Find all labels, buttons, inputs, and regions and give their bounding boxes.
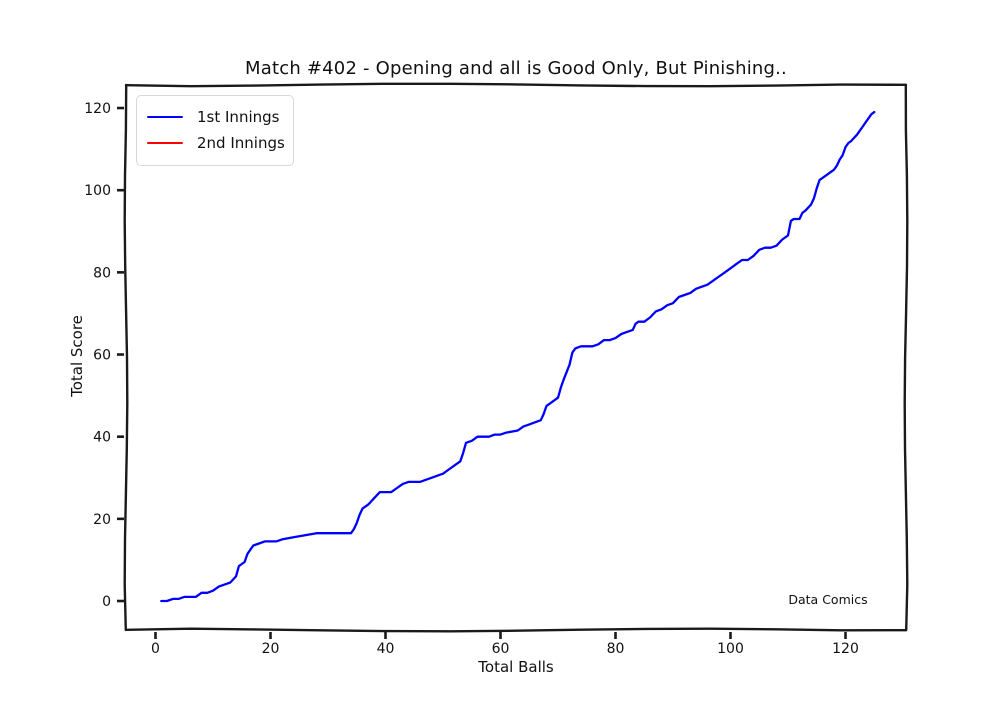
- axis-spine: [124, 82, 908, 88]
- legend-label: 1st Innings: [197, 108, 280, 126]
- legend-line-sample-red: [147, 141, 183, 145]
- legend-item-2nd-innings: 2nd Innings: [147, 130, 285, 156]
- x-axis-label: Total Balls: [478, 658, 554, 676]
- y-tick-label: 60: [93, 348, 111, 364]
- axis-spine: [123, 83, 129, 632]
- watermark-data-comics: Data Comics: [788, 592, 868, 607]
- y-axis-label: Total Score: [68, 315, 86, 397]
- y-tick-label: 120: [84, 101, 111, 117]
- x-tick-label: 100: [717, 641, 744, 657]
- legend-item-1st-innings: 1st Innings: [147, 104, 283, 130]
- x-tick-label: 0: [151, 641, 160, 657]
- series-line-1st-innings: [160, 110, 876, 603]
- x-tick-label: 40: [377, 641, 395, 657]
- legend-line-sample-blue: [147, 115, 183, 119]
- axis-spine: [903, 83, 909, 632]
- x-tick-label: 80: [607, 641, 625, 657]
- chart-title: Match #402 - Opening and all is Good Onl…: [245, 58, 787, 79]
- x-tick-label: 60: [492, 641, 510, 657]
- x-tick-label: 20: [262, 641, 280, 657]
- y-tick-label: 20: [93, 512, 111, 528]
- y-tick-label: 80: [93, 265, 111, 281]
- x-tick-label: 120: [832, 641, 859, 657]
- y-tick-label: 40: [93, 430, 111, 446]
- legend-label: 2nd Innings: [197, 134, 285, 152]
- axis-spine: [124, 627, 908, 633]
- y-tick-label: 100: [84, 183, 111, 199]
- legend: 1st Innings 2nd Innings: [136, 95, 294, 166]
- y-tick-label: 0: [102, 594, 111, 610]
